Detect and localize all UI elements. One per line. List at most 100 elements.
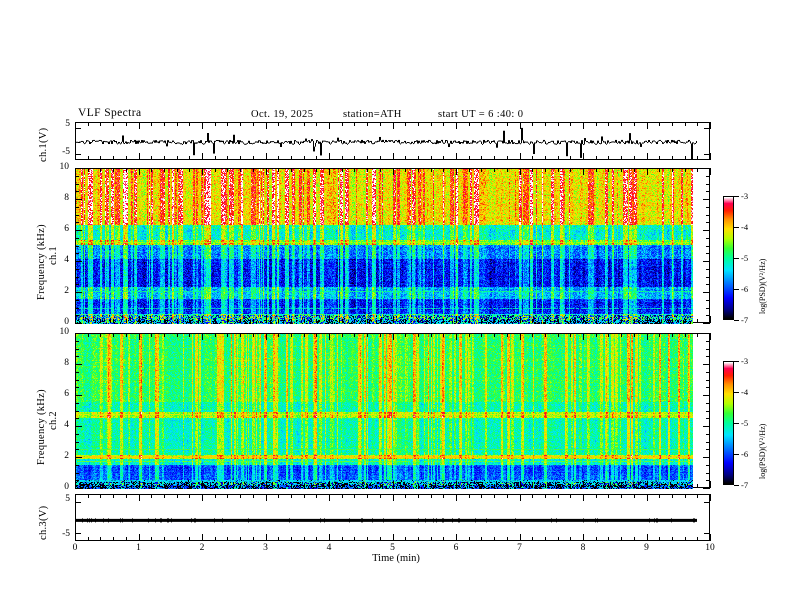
ytick-minor-ch1-19: [75, 175, 79, 177]
xtick-minor-ch2s-49: [697, 333, 699, 337]
xtick-major-bottom-ch1w-10: [710, 153, 711, 160]
ch3-wave-ytick-neg5: -5: [62, 529, 70, 539]
xtick-minor-bottom-ch1s-31: [468, 319, 470, 323]
header-start-ut: start UT = 6 :40: 0: [438, 109, 524, 120]
ytick-minor-ch2-1: [75, 480, 79, 482]
xtick-minor-bottom-ch2s-0: [75, 484, 76, 488]
xtick-minor-bottom-ch1s-15: [265, 319, 267, 323]
ytick-minor-ch1-8: [75, 261, 79, 262]
ytick-minor-right-ch1-10: [706, 245, 710, 247]
ytick-minor-right-ch2-10: [706, 410, 710, 412]
xtick-minor-bottom-ch2s-37: [544, 484, 546, 488]
xtick-minor-bottom-ch1w-16: [278, 156, 280, 160]
xtick-minor-bottom-ch1s-25: [392, 319, 394, 323]
xtick-minor-ch3w-25: [392, 494, 394, 498]
xtick-minor-ch1s-10: [202, 168, 203, 172]
xtick-minor-ch1s-46: [659, 168, 661, 172]
xtick-minor-ch1s-34: [506, 168, 508, 172]
xtick-minor-ch1s-42: [608, 168, 610, 172]
xtick-minor-ch2s-25: [392, 333, 394, 337]
ytick-minor-ch1-16: [75, 199, 79, 200]
xtick-minor-bottom-ch3w-3: [113, 537, 115, 541]
ytick-minor-ch2-3: [75, 464, 79, 466]
xtick-minor-ch1w-9: [189, 122, 191, 126]
xtick-minor-ch1s-44: [633, 168, 635, 172]
xtick-minor-bottom-ch1w-2: [100, 156, 102, 160]
xtick-minor-ch3w-0: [75, 494, 76, 498]
ytick-minor-right-ch1-13: [706, 222, 710, 224]
xtick-minor-ch1w-31: [468, 122, 470, 126]
xtick-minor-ch3w-11: [214, 494, 216, 498]
xtick-minor-bottom-ch1s-48: [684, 319, 686, 323]
xtick-minor-bottom-ch1s-6: [151, 319, 153, 323]
xtick-minor-bottom-ch3w-44: [633, 537, 635, 541]
ytick-minor-ch1-11: [75, 237, 79, 239]
xtick-minor-bottom-ch1w-10: [202, 156, 203, 160]
ytick-label-ch1-1: 2: [64, 286, 69, 296]
ytick-minor-ch1-6: [75, 276, 79, 278]
xtick-minor-ch1s-37: [544, 168, 546, 172]
xtick-minor-ch2s-32: [481, 333, 483, 337]
xtick-minor-ch3w-31: [468, 494, 470, 498]
xtick-minor-ch1w-43: [621, 122, 623, 126]
xtick-minor-ch1s-43: [621, 168, 623, 172]
colorbar-1-ticklabel-1: -4: [741, 222, 749, 232]
xtick-minor-bottom-ch3w-13: [240, 537, 242, 541]
xtick-minor-bottom-ch3w-29: [443, 537, 445, 541]
xtick-minor-bottom-ch3w-36: [532, 537, 534, 541]
xtick-minor-bottom-ch2s-40: [583, 484, 584, 488]
xtick-minor-ch1s-12: [227, 168, 229, 172]
xtick-label-0: 0: [72, 543, 78, 553]
xtick-minor-ch1w-30: [456, 122, 457, 126]
xtick-minor-bottom-ch1w-29: [443, 156, 445, 160]
xtick-minor-ch1s-17: [290, 168, 292, 172]
xtick-minor-bottom-ch1w-42: [608, 156, 610, 160]
ytick-minor-right-ch2-15: [706, 371, 710, 373]
xtick-minor-ch3w-42: [608, 494, 610, 498]
xtick-minor-ch1w-40: [583, 122, 584, 126]
xtick-minor-bottom-ch1w-47: [671, 156, 673, 160]
xtick-minor-ch1w-7: [163, 122, 165, 126]
xtick-minor-ch1s-29: [443, 168, 445, 172]
xtick-minor-bottom-ch2s-21: [341, 484, 343, 488]
ytick-label-ch2-0: 0: [64, 482, 69, 492]
ytick-minor-ch2-18: [75, 348, 79, 350]
xtick-minor-ch3w-37: [544, 494, 546, 498]
xtick-minor-bottom-ch1s-40: [583, 319, 584, 323]
xtick-minor-ch1w-22: [354, 122, 356, 126]
xtick-minor-ch2s-11: [214, 333, 216, 337]
colorbar-1-tick-4: [734, 320, 739, 321]
xtick-minor-bottom-ch1s-8: [176, 319, 178, 323]
xtick-minor-bottom-ch3w-6: [151, 537, 153, 541]
xtick-minor-bottom-ch1s-47: [671, 319, 673, 323]
xtick-minor-bottom-ch3w-41: [595, 537, 597, 541]
xtick-minor-ch3w-5: [138, 494, 140, 498]
xtick-minor-ch2s-6: [151, 333, 153, 337]
xtick-minor-bottom-ch2s-42: [608, 484, 610, 488]
xtick-minor-ch3w-4: [125, 494, 127, 498]
xtick-minor-bottom-ch1w-41: [595, 156, 597, 160]
xtick-minor-bottom-ch1w-18: [303, 156, 305, 160]
xtick-minor-ch1w-36: [532, 122, 534, 126]
xtick-minor-ch1w-44: [633, 122, 635, 126]
xtick-minor-bottom-ch2s-47: [671, 484, 673, 488]
xtick-minor-bottom-ch3w-40: [583, 537, 584, 541]
xtick-major-bottom-ch2s-10: [710, 481, 711, 488]
xtick-minor-bottom-ch3w-27: [417, 537, 419, 541]
xtick-minor-bottom-ch1w-6: [151, 156, 153, 160]
xtick-major-ch1s-10: [710, 168, 711, 175]
xtick-minor-ch1s-23: [367, 168, 369, 172]
xtick-minor-ch2s-31: [468, 333, 470, 337]
xtick-minor-ch3w-22: [354, 494, 356, 498]
xtick-minor-bottom-ch1s-3: [113, 319, 115, 323]
xtick-minor-bottom-ch3w-48: [684, 537, 686, 541]
xtick-minor-bottom-ch2s-46: [659, 484, 661, 488]
xaxis-title: Time (min): [372, 553, 420, 564]
xtick-minor-ch1w-3: [113, 122, 115, 126]
ytick-minor-right-ch1-6: [706, 276, 710, 278]
xtick-minor-bottom-ch2s-10: [202, 484, 203, 488]
xtick-minor-ch3w-2: [100, 494, 102, 498]
xtick-minor-bottom-ch3w-17: [290, 537, 292, 541]
xtick-minor-ch1w-2: [100, 122, 102, 126]
xtick-minor-ch1s-6: [151, 168, 153, 172]
